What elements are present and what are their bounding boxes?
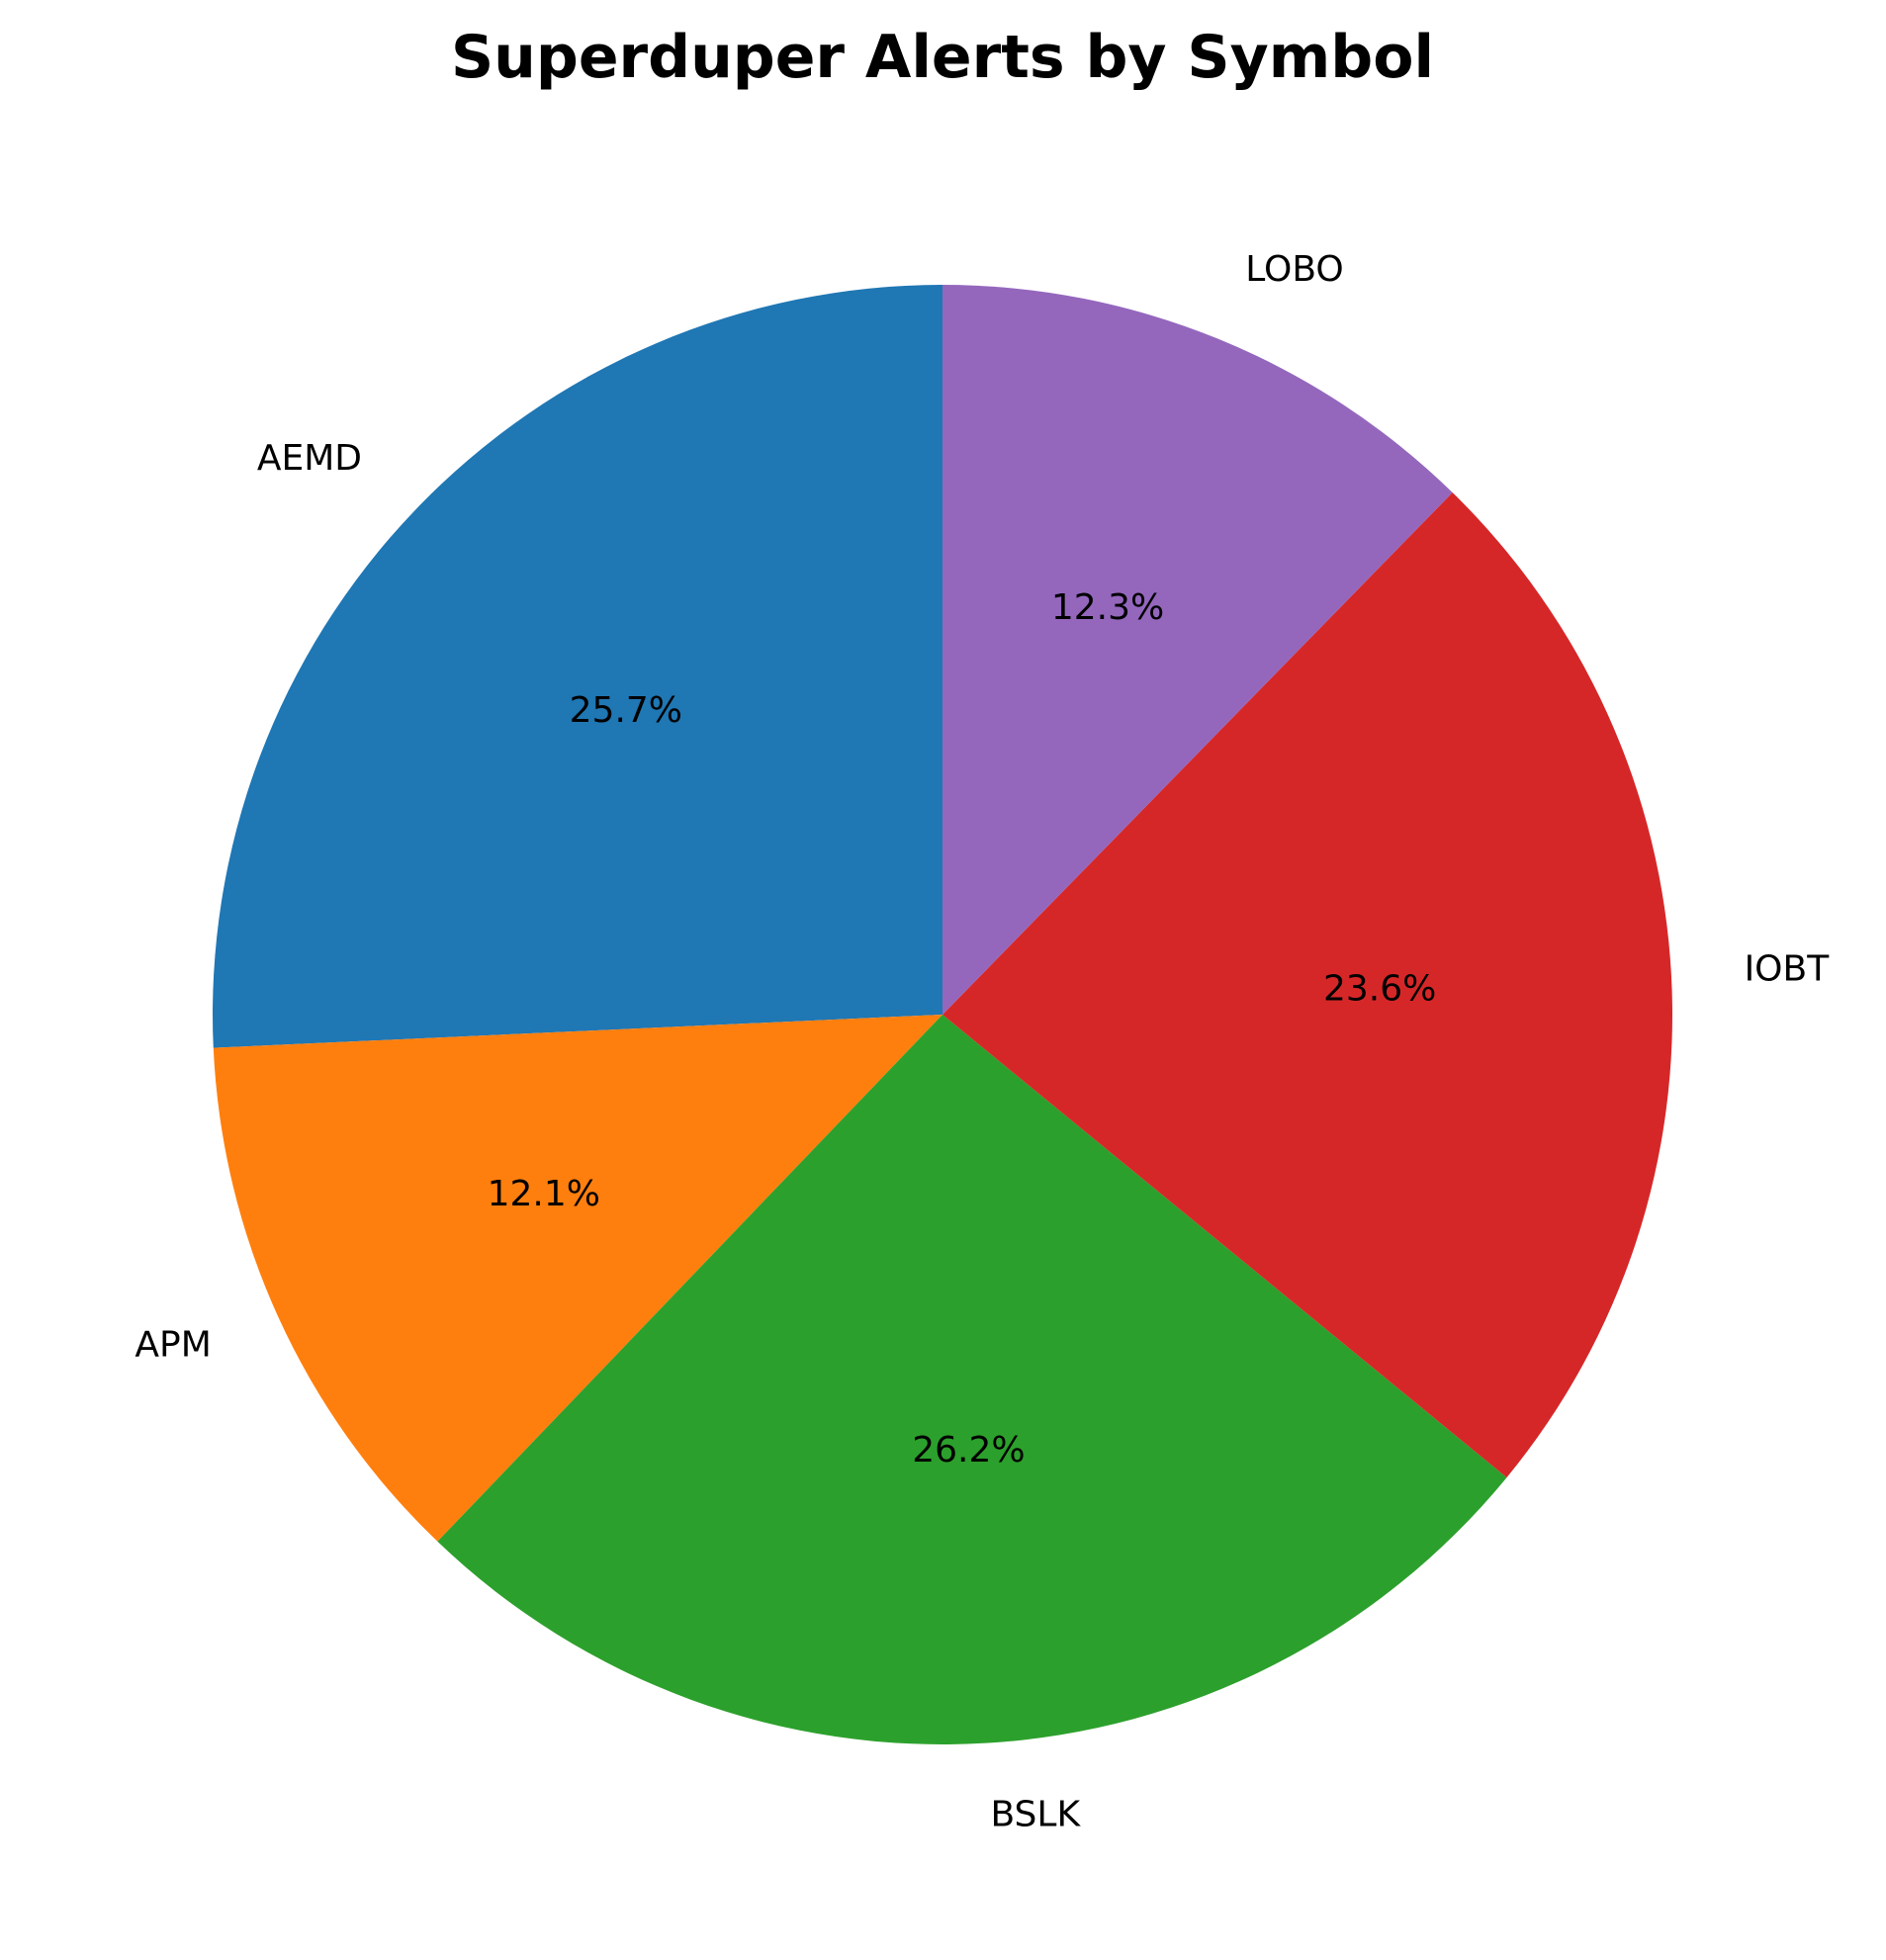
- slice-percent-apm: 12.1%: [488, 1174, 600, 1214]
- chart-title: Superduper Alerts by Symbol: [451, 23, 1434, 92]
- pie-slice-apm: [213, 1015, 943, 1542]
- pie-slice-lobo: [943, 285, 1453, 1015]
- pie-labels: AEMD 25.7% APM 12.1% BSLK 26.2% IOBT 23.6% LOBO 1…: [135, 249, 1830, 1834]
- slice-percent-lobo: 12.3%: [1051, 587, 1164, 628]
- slice-percent-bslk: 26.2%: [912, 1430, 1025, 1470]
- pie-slices: [213, 285, 1673, 1745]
- slice-label-bslk: BSLK: [990, 1794, 1081, 1834]
- slice-label-aemd: AEMD: [257, 438, 362, 479]
- slice-percent-aemd: 25.7%: [570, 690, 682, 731]
- slice-label-iobt: IOBT: [1745, 948, 1831, 989]
- pie-slice-bslk: [437, 1015, 1507, 1745]
- slice-percent-iobt: 23.6%: [1323, 969, 1436, 1010]
- slice-label-lobo: LOBO: [1245, 249, 1344, 290]
- pie-slice-iobt: [943, 492, 1673, 1478]
- slice-label-apm: APM: [135, 1325, 211, 1366]
- pie-slice-aemd: [213, 285, 943, 1048]
